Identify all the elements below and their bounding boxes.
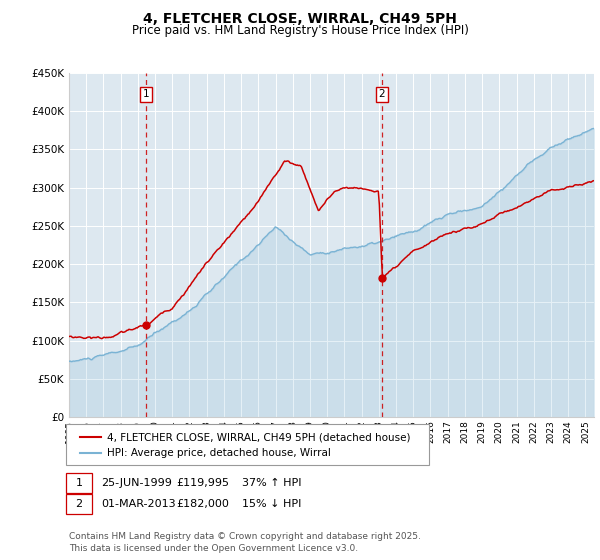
Text: 2: 2 — [76, 499, 82, 509]
Text: 1: 1 — [76, 478, 82, 488]
Text: £119,995: £119,995 — [176, 478, 229, 488]
Text: Contains HM Land Registry data © Crown copyright and database right 2025.
This d: Contains HM Land Registry data © Crown c… — [69, 533, 421, 553]
Text: 4, FLETCHER CLOSE, WIRRAL, CH49 5PH: 4, FLETCHER CLOSE, WIRRAL, CH49 5PH — [143, 12, 457, 26]
Text: 01-MAR-2013: 01-MAR-2013 — [101, 499, 175, 509]
Text: 15% ↓ HPI: 15% ↓ HPI — [242, 499, 301, 509]
Text: Price paid vs. HM Land Registry's House Price Index (HPI): Price paid vs. HM Land Registry's House … — [131, 24, 469, 36]
Text: 4, FLETCHER CLOSE, WIRRAL, CH49 5PH (detached house): 4, FLETCHER CLOSE, WIRRAL, CH49 5PH (det… — [107, 432, 410, 442]
Text: £182,000: £182,000 — [176, 499, 229, 509]
Text: HPI: Average price, detached house, Wirral: HPI: Average price, detached house, Wirr… — [107, 448, 331, 458]
Text: 37% ↑ HPI: 37% ↑ HPI — [242, 478, 301, 488]
Text: 1: 1 — [143, 89, 149, 99]
Text: 2: 2 — [378, 89, 385, 99]
Text: 25-JUN-1999: 25-JUN-1999 — [101, 478, 172, 488]
